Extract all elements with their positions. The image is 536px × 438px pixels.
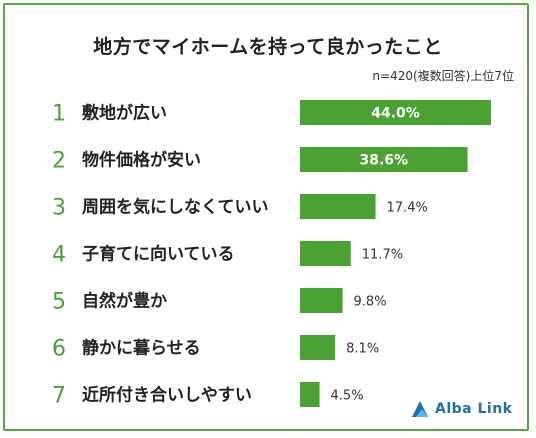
bar (300, 241, 351, 266)
chart-title: 地方でマイホームを持って良かったこと (93, 36, 443, 58)
category-label: 近所付き合いしやすい (82, 385, 252, 406)
chart-frame (3, 3, 529, 431)
value-label: 9.8% (354, 295, 387, 310)
rank-number: 3 (52, 196, 66, 221)
value-label: 4.5% (331, 389, 364, 404)
category-label: 静かに暮らせる (82, 338, 201, 359)
value-label: 44.0% (371, 106, 420, 122)
category-label: 子育てに向いている (82, 244, 235, 265)
brand-name: Alba Link (435, 401, 513, 417)
bar (300, 100, 491, 125)
sample-note: n=420(複数回答)上位7位 (372, 69, 514, 83)
category-label: 敷地が広い (82, 103, 167, 124)
category-label: 物件価格が安い (82, 150, 201, 171)
bar (300, 147, 468, 172)
category-label: 周囲を気にしなくていい (82, 197, 269, 218)
value-label: 8.1% (346, 342, 379, 357)
brand-logo: Alba Link (411, 400, 512, 418)
alba-link-logo-icon (412, 401, 428, 417)
rank-number: 5 (52, 290, 66, 315)
rank-number: 1 (52, 102, 66, 127)
category-label: 自然が豊か (82, 291, 167, 312)
rank-number: 4 (52, 243, 66, 268)
bar (300, 194, 376, 219)
bar (300, 335, 336, 360)
bar (300, 288, 343, 313)
bar (300, 382, 320, 407)
value-label: 38.6% (359, 153, 408, 169)
value-label: 11.7% (362, 248, 403, 263)
rank-number: 6 (52, 337, 66, 362)
rank-number: 7 (52, 384, 66, 409)
value-label: 17.4% (387, 201, 428, 216)
rank-number: 2 (52, 149, 66, 174)
